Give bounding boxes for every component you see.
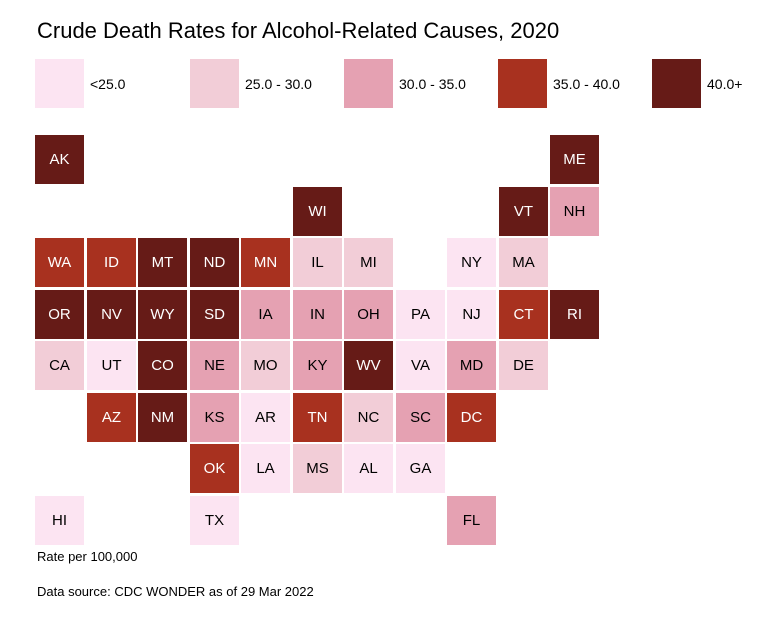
state-tile-fl: FL xyxy=(447,496,496,545)
state-tile-nd: ND xyxy=(190,238,239,287)
state-tile-il: IL xyxy=(293,238,342,287)
state-tile-mi: MI xyxy=(344,238,393,287)
state-tile-ia: IA xyxy=(241,290,290,339)
state-tile-ky: KY xyxy=(293,341,342,390)
state-tile-ak: AK xyxy=(35,135,84,184)
state-tile-az: AZ xyxy=(87,393,136,442)
state-tile-wy: WY xyxy=(138,290,187,339)
state-tile-oh: OH xyxy=(344,290,393,339)
state-tile-nh: NH xyxy=(550,187,599,236)
state-tile-pa: PA xyxy=(396,290,445,339)
legend-swatch xyxy=(498,59,547,108)
legend-swatch xyxy=(190,59,239,108)
state-tile-de: DE xyxy=(499,341,548,390)
state-tile-al: AL xyxy=(344,444,393,493)
state-tile-va: VA xyxy=(396,341,445,390)
rate-unit-note: Rate per 100,000 xyxy=(37,549,138,564)
state-tile-md: MD xyxy=(447,341,496,390)
state-tile-ga: GA xyxy=(396,444,445,493)
state-tile-ok: OK xyxy=(190,444,239,493)
legend-swatch xyxy=(344,59,393,108)
state-tile-ks: KS xyxy=(190,393,239,442)
map-title: Crude Death Rates for Alcohol-Related Ca… xyxy=(37,18,560,43)
legend-label: <25.0 xyxy=(90,76,126,92)
state-tile-dc: DC xyxy=(447,393,496,442)
state-tile-wa: WA xyxy=(35,238,84,287)
state-tile-ca: CA xyxy=(35,341,84,390)
state-tile-ma: MA xyxy=(499,238,548,287)
state-tile-sc: SC xyxy=(396,393,445,442)
state-tile-la: LA xyxy=(241,444,290,493)
state-tile-nv: NV xyxy=(87,290,136,339)
state-tile-ny: NY xyxy=(447,238,496,287)
state-tile-hi: HI xyxy=(35,496,84,545)
state-tile-or: OR xyxy=(35,290,84,339)
data-source-note: Data source: CDC WONDER as of 29 Mar 202… xyxy=(37,584,314,599)
state-tile-in: IN xyxy=(293,290,342,339)
legend-label: 35.0 - 40.0 xyxy=(553,76,620,92)
state-tile-id: ID xyxy=(87,238,136,287)
state-tile-mt: MT xyxy=(138,238,187,287)
state-tile-vt: VT xyxy=(499,187,548,236)
state-tile-tn: TN xyxy=(293,393,342,442)
state-tile-ut: UT xyxy=(87,341,136,390)
state-tile-mn: MN xyxy=(241,238,290,287)
state-tile-nj: NJ xyxy=(447,290,496,339)
state-tile-mo: MO xyxy=(241,341,290,390)
state-tile-nm: NM xyxy=(138,393,187,442)
state-tile-ri: RI xyxy=(550,290,599,339)
state-tile-ct: CT xyxy=(499,290,548,339)
state-tile-sd: SD xyxy=(190,290,239,339)
state-tile-tx: TX xyxy=(190,496,239,545)
legend-label: 25.0 - 30.0 xyxy=(245,76,312,92)
legend-label: 30.0 - 35.0 xyxy=(399,76,466,92)
state-tile-co: CO xyxy=(138,341,187,390)
state-tile-me: ME xyxy=(550,135,599,184)
legend-label: 40.0+ xyxy=(707,76,743,92)
state-tile-wi: WI xyxy=(293,187,342,236)
state-tile-ne: NE xyxy=(190,341,239,390)
legend-swatch xyxy=(652,59,701,108)
state-tile-wv: WV xyxy=(344,341,393,390)
state-tile-ar: AR xyxy=(241,393,290,442)
state-tile-ms: MS xyxy=(293,444,342,493)
legend-swatch xyxy=(35,59,84,108)
state-tile-nc: NC xyxy=(344,393,393,442)
